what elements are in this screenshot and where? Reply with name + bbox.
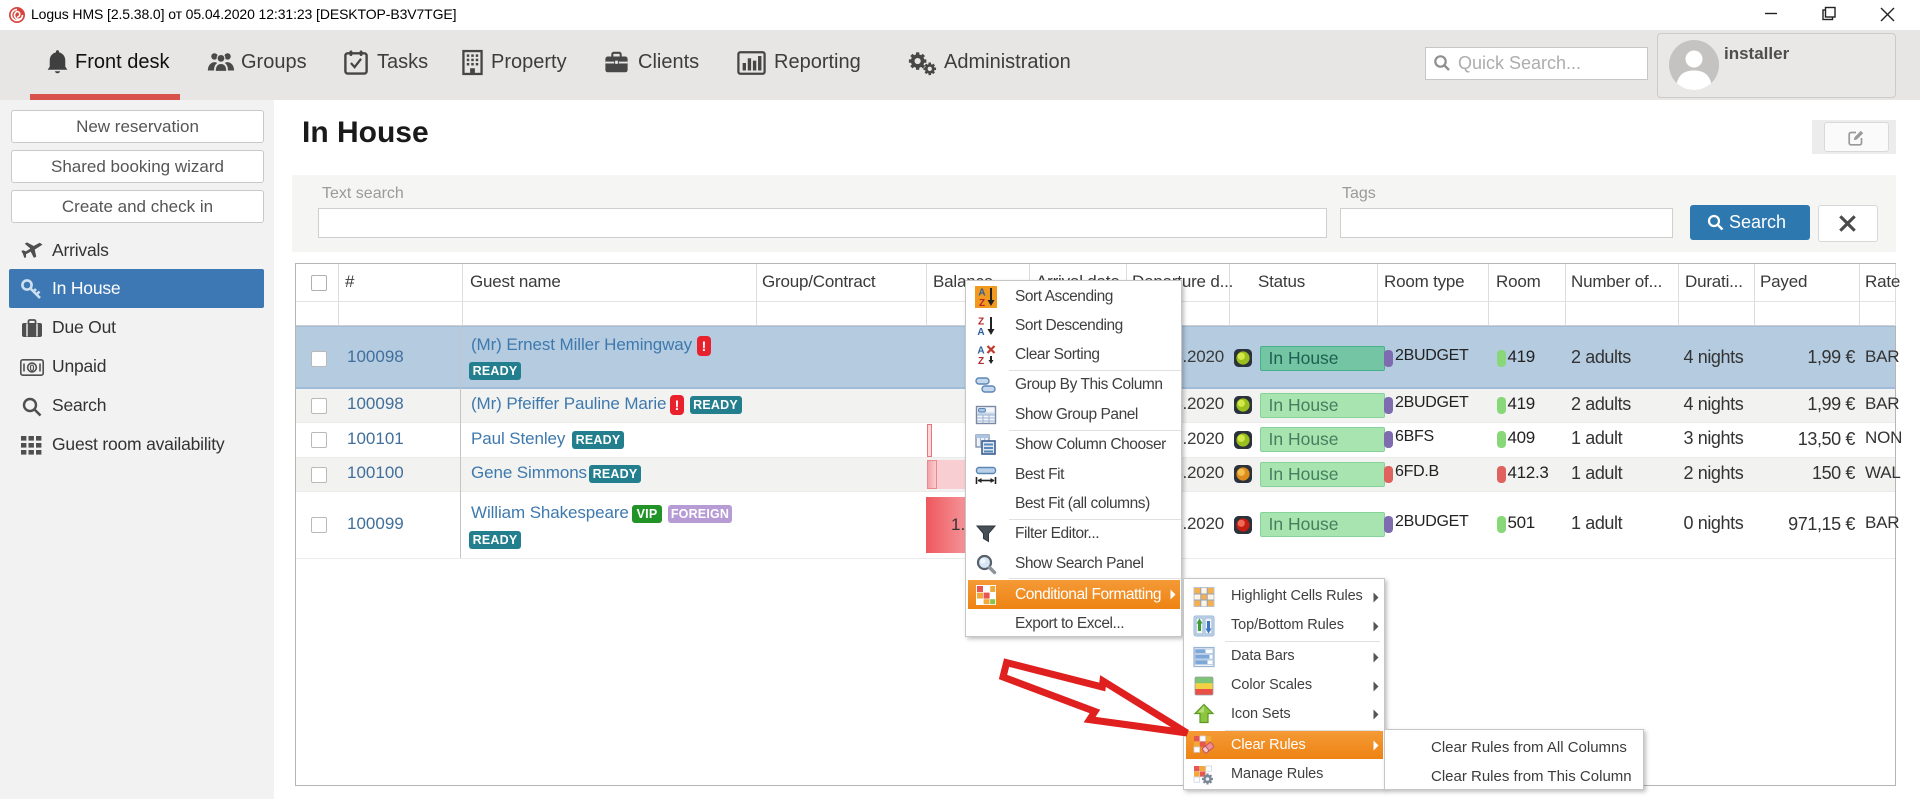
- svg-text:A: A: [977, 327, 984, 337]
- svg-text:Z: Z: [978, 316, 984, 327]
- svg-text:0: 0: [29, 363, 34, 373]
- svg-text:Z: Z: [979, 298, 985, 308]
- svg-text:Z: Z: [978, 356, 984, 366]
- svg-text:A: A: [977, 345, 984, 356]
- svg-text:A: A: [978, 287, 985, 298]
